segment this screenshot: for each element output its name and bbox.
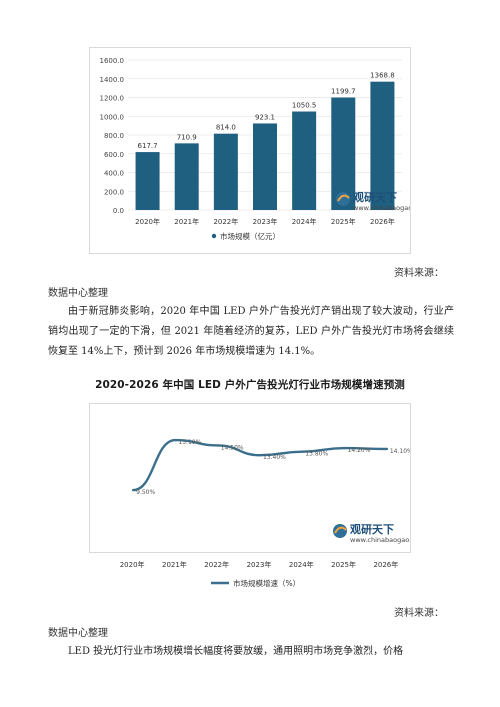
source-label-2: 资料来源：	[394, 608, 444, 619]
bar	[213, 133, 238, 210]
watermark-swoosh-icon	[334, 526, 347, 534]
bar	[331, 97, 356, 210]
y-tick-label: 200.0	[104, 188, 124, 196]
paragraph-2: LED 投光灯行业市场规模增长幅度将要放缓，通用照明市场竞争激烈，价格	[48, 642, 454, 662]
data-label: 14.10%	[390, 448, 410, 455]
x-tick-label: 2024年	[289, 560, 314, 569]
bar	[135, 152, 160, 210]
x-tick-label: 2025年	[331, 560, 356, 569]
x-tick-label: 2023年	[247, 560, 272, 569]
bar-chart-svg: 0.0 200.0 400.0 600.0 800.0 1000.0 1200.0 1400.…	[100, 57, 429, 241]
x-tick-label: 2024年	[292, 217, 317, 226]
data-point	[131, 488, 135, 492]
data-point	[174, 438, 177, 442]
bar	[174, 143, 199, 210]
legend-label: 市场规模增速（%）	[233, 578, 300, 588]
source-org-1: 数据中心整理	[48, 288, 108, 299]
data-label: 15.10%	[178, 439, 201, 446]
data-point	[343, 446, 346, 450]
data-point	[216, 444, 219, 447]
data-point	[385, 447, 389, 451]
growth-rate-line-chart: 9.50% 15.10% 14.50% 13.40% 13.80% 14.20% 14.10…	[89, 403, 425, 553]
paragraph-1-text: 由于新冠肺炎影响，2020 年中国 LED 户外广告投光灯产销出现了较大波动，行…	[48, 306, 454, 357]
bar	[253, 123, 277, 210]
y-tick-label: 1200.0	[100, 95, 125, 103]
x-tick-label: 2021年	[162, 560, 187, 569]
legend-marker	[211, 233, 217, 239]
y-tick-label: 0.0	[113, 207, 124, 215]
data-label: 1199.7	[331, 88, 356, 96]
data-point	[258, 454, 262, 457]
y-tick-label: 1400.0	[100, 76, 125, 84]
data-label: 1368.8	[370, 72, 395, 80]
data-label: 923.1	[255, 113, 275, 121]
watermark-brand: 观研天下	[353, 191, 397, 204]
data-label: 14.50%	[221, 444, 244, 451]
legend: 市场规模（亿元）	[211, 231, 280, 241]
data-point	[301, 450, 304, 453]
data-label: 13.40%	[263, 454, 286, 461]
line-chart-svg: 9.50% 15.10% 14.50% 13.40% 13.80% 14.20% 14.10…	[131, 438, 425, 544]
chart2-heading: 2020-2026 年中国 LED 户外广告投光灯行业市场规模增速预测	[95, 379, 405, 391]
x-tick-label: 2023年	[253, 217, 278, 226]
x-tick-label: 2021年	[174, 217, 199, 226]
x-tick-label: 2025年	[331, 217, 356, 226]
x-tick-label: 2022年	[204, 560, 229, 569]
watermark-brand: 观研天下	[350, 523, 394, 536]
x-tick-label: 2026年	[370, 217, 395, 226]
data-label: 814.0	[216, 124, 236, 132]
data-label: 9.50%	[136, 489, 155, 496]
y-tick-label: 600.0	[104, 151, 124, 159]
paragraph-2-text: LED 投光灯行业市场规模增长幅度将要放缓，通用照明市场竞争激烈，价格	[68, 646, 404, 657]
data-label: 14.20%	[348, 447, 371, 454]
watermark-url: www.chinabaogao.com	[350, 536, 410, 544]
data-label: 617.7	[138, 142, 158, 150]
y-tick-label: 400.0	[104, 170, 124, 178]
x-tick-label: 2026年	[373, 560, 398, 569]
x-tick-label: 2022年	[213, 217, 238, 226]
paragraph-1: 由于新冠肺炎影响，2020 年中国 LED 户外广告投光灯产销出现了较大波动，行…	[48, 302, 454, 362]
watermark-swoosh-icon	[337, 194, 350, 202]
x-tick-label: 2020年	[135, 217, 160, 226]
data-label: 1050.5	[292, 102, 317, 110]
line-chart-axis: 2020年 2021年 2022年 2023年 2024年 2025年 2026年市场规模增…	[120, 560, 399, 588]
market-size-bar-chart: 0.0 200.0 400.0 600.0 800.0 1000.0 1200.0 1400.…	[89, 47, 429, 254]
data-label: 13.80%	[305, 451, 328, 458]
data-label: 710.9	[177, 133, 197, 141]
watermark-url: www.chinabaogao.com	[353, 204, 410, 212]
source-label-1: 资料来源：	[394, 268, 444, 279]
y-tick-label: 800.0	[104, 132, 124, 140]
y-tick-label: 1000.0	[100, 113, 125, 121]
y-tick-label: 1600.0	[100, 57, 125, 65]
bar	[370, 81, 395, 210]
source-org-2: 数据中心整理	[48, 628, 108, 639]
x-tick-label: 2020年	[120, 560, 145, 569]
legend-label: 市场规模（亿元）	[220, 231, 280, 241]
bar	[292, 111, 317, 210]
